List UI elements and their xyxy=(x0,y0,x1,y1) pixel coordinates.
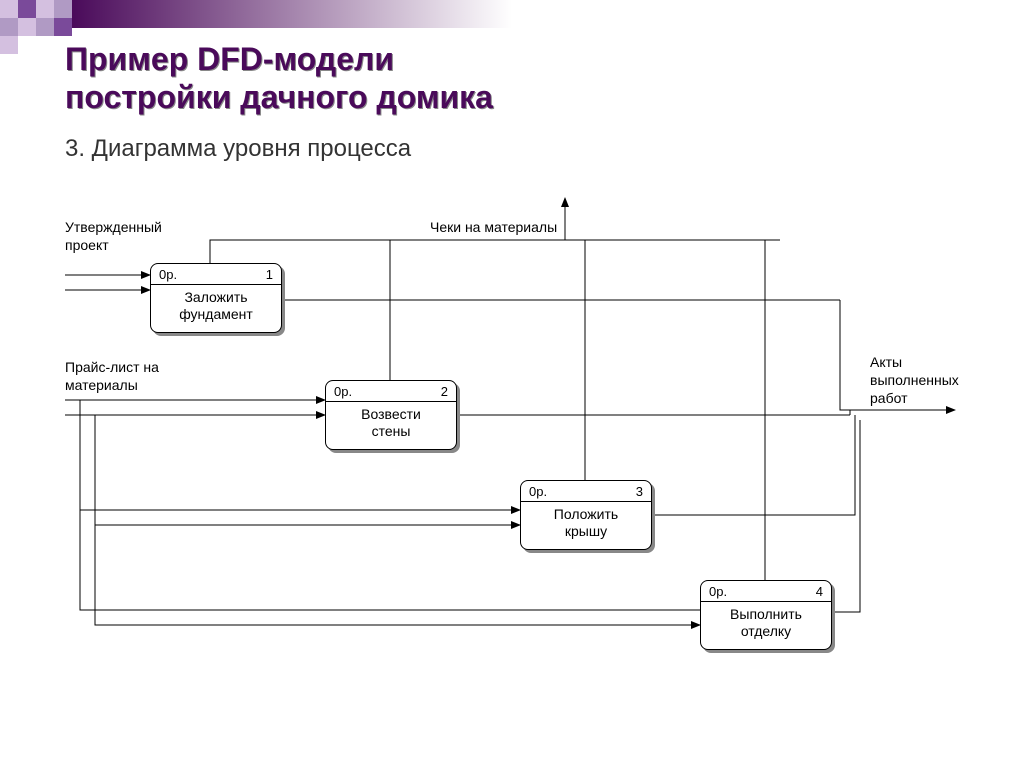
deco-cell xyxy=(36,18,54,36)
deco-cell xyxy=(18,18,36,36)
process-header: 0р. 1 xyxy=(151,264,281,285)
process-cost: 0р. xyxy=(709,584,727,599)
process-name: Возвести стены xyxy=(326,402,456,448)
header-gradient-bar xyxy=(72,0,512,28)
page-subtitle: 3. Диаграмма уровня процесса xyxy=(65,135,411,163)
label-price-list: Прайс-лист на материалы xyxy=(65,358,159,394)
process-box-p2: 0р. 2 Возвести стены xyxy=(325,380,457,450)
process-name: Выполнить отделку xyxy=(701,602,831,648)
process-header: 0р. 3 xyxy=(521,481,651,502)
process-number: 1 xyxy=(266,267,273,282)
process-name: Положить крышу xyxy=(521,502,651,548)
process-cost: 0р. xyxy=(159,267,177,282)
deco-cell xyxy=(0,0,18,18)
process-number: 2 xyxy=(441,384,448,399)
process-box-p4: 0р. 4 Выполнить отделку xyxy=(700,580,832,650)
deco-cell xyxy=(0,18,18,36)
deco-cell xyxy=(54,18,72,36)
deco-cell xyxy=(0,36,18,54)
process-box-p1: 0р. 1 Заложить фундамент xyxy=(150,263,282,333)
edge xyxy=(830,420,860,612)
process-header: 0р. 2 xyxy=(326,381,456,402)
process-header: 0р. 4 xyxy=(701,581,831,602)
page-title: Пример DFD-модели постройки дачного доми… xyxy=(65,40,493,117)
edge xyxy=(650,415,855,515)
process-cost: 0р. xyxy=(334,384,352,399)
label-receipts: Чеки на материалы xyxy=(430,218,557,236)
deco-cell xyxy=(36,0,54,18)
label-approved-project: Утвержденный проект xyxy=(65,218,162,254)
deco-cell xyxy=(54,0,72,18)
label-acts: Акты выполненных работ xyxy=(870,353,959,408)
process-box-p3: 0р. 3 Положить крышу xyxy=(520,480,652,550)
process-cost: 0р. xyxy=(529,484,547,499)
deco-cell xyxy=(18,0,36,18)
process-number: 4 xyxy=(816,584,823,599)
process-number: 3 xyxy=(636,484,643,499)
title-line2: постройки дачного домика xyxy=(65,79,493,115)
process-name: Заложить фундамент xyxy=(151,285,281,331)
edge xyxy=(210,240,565,263)
title-line1: Пример DFD-модели xyxy=(65,41,394,77)
